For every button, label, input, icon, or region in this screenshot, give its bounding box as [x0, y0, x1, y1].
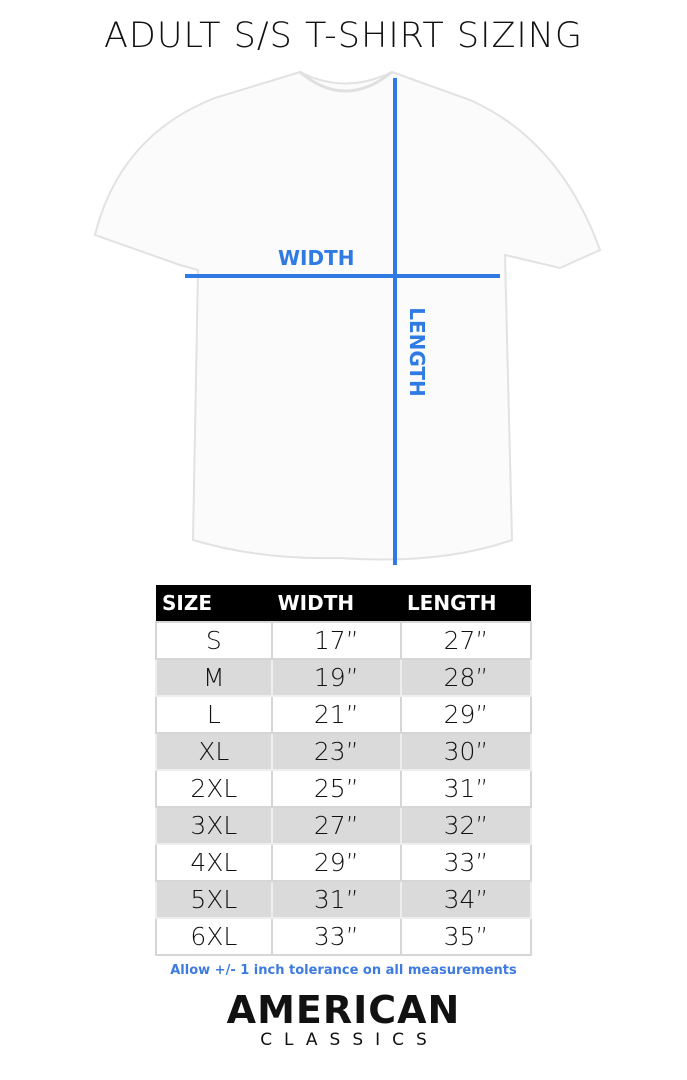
table-row: 4XL 29” 33”: [155, 843, 533, 882]
length-cell: 30”: [399, 732, 533, 771]
tshirt-diagram: [93, 70, 602, 565]
size-table: SIZE WIDTH LENGTH S 17” 27” M 19” 28” L 21” 29” X…: [155, 585, 533, 956]
size-cell: M: [155, 658, 273, 697]
table-row: L 21” 29”: [155, 695, 533, 734]
page-title: ADULT S/S T-SHIRT SIZING: [103, 16, 584, 56]
width-cell: 33”: [270, 917, 402, 956]
length-cell: 35”: [399, 917, 533, 956]
table-header: SIZE WIDTH LENGTH: [156, 585, 531, 622]
length-cell: 27”: [399, 621, 533, 660]
table-row: 6XL 33” 35”: [155, 917, 533, 956]
length-cell: 29”: [399, 695, 533, 734]
header-length: LENGTH: [400, 585, 531, 622]
width-cell: 19”: [270, 658, 402, 697]
table-row: M 19” 28”: [155, 658, 533, 697]
table-row: XL 23” 30”: [155, 732, 533, 771]
size-cell: 6XL: [155, 917, 273, 956]
width-cell: 25”: [270, 769, 402, 808]
length-cell: 31”: [399, 769, 533, 808]
logo-main-text: AMERICAN: [226, 988, 461, 1032]
size-cell: 2XL: [155, 769, 273, 808]
width-cell: 21”: [270, 695, 402, 734]
width-cell: 29”: [270, 843, 402, 882]
length-cell: 33”: [399, 843, 533, 882]
width-label: WIDTH: [278, 246, 355, 270]
length-label: LENGTH: [405, 307, 429, 397]
size-cell: L: [155, 695, 273, 734]
size-cell: 5XL: [155, 880, 273, 919]
tolerance-note: Allow +/- 1 inch tolerance on all measur…: [170, 963, 517, 978]
header-width: WIDTH: [271, 585, 401, 622]
length-cell: 28”: [399, 658, 533, 697]
table-row: 3XL 27” 32”: [155, 806, 533, 845]
logo-sub-text: CLASSICS: [260, 1030, 439, 1050]
table-row: 5XL 31” 34”: [155, 880, 533, 919]
size-cell: 3XL: [155, 806, 273, 845]
table-row: S 17” 27”: [155, 621, 533, 660]
tshirt-collar: [299, 70, 393, 93]
width-cell: 23”: [270, 732, 402, 771]
tshirt-outline: [93, 70, 602, 561]
brand-logo: AMERICAN CLASSICS: [0, 990, 687, 1050]
size-cell: XL: [155, 732, 273, 771]
table-row: 2XL 25” 31”: [155, 769, 533, 808]
header-size: SIZE: [156, 585, 272, 622]
width-cell: 17”: [270, 621, 402, 660]
length-cell: 34”: [399, 880, 533, 919]
width-cell: 31”: [270, 880, 402, 919]
length-cell: 32”: [399, 806, 533, 845]
width-cell: 27”: [270, 806, 402, 845]
size-cell: 4XL: [155, 843, 273, 882]
size-cell: S: [155, 621, 273, 660]
